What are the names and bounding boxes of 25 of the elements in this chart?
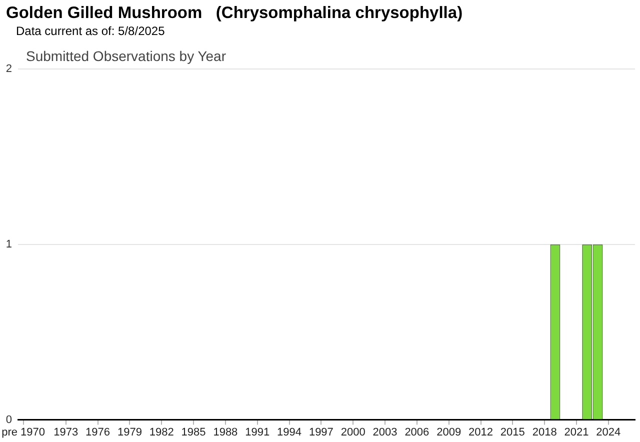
y-tick-label: 2 — [6, 63, 12, 76]
x-tick-label: 1973 — [54, 426, 78, 438]
x-tick-label: 1988 — [213, 426, 238, 438]
y-tick-label: 1 — [6, 238, 12, 250]
y-tick-label: 0 — [6, 414, 12, 426]
x-tick-label: 1979 — [117, 426, 142, 438]
x-tick-label: 2009 — [436, 426, 462, 438]
x-tick-label: pre 1970 — [2, 426, 46, 438]
x-tick-label: 1985 — [181, 426, 206, 438]
x-tick-label: 1997 — [308, 426, 334, 438]
x-tick-label: 2006 — [404, 426, 430, 438]
x-tick-label: 2024 — [596, 426, 621, 438]
x-tick-label: 2000 — [340, 426, 366, 438]
x-tick-label: 2018 — [532, 426, 557, 438]
x-tick-label: 1991 — [245, 426, 270, 438]
x-tick-label: 2021 — [564, 426, 589, 438]
x-tick-label: 1976 — [86, 426, 110, 438]
x-tick-label: 2015 — [500, 426, 525, 438]
x-tick-label: 2012 — [468, 426, 493, 438]
x-tick-label: 1994 — [277, 426, 302, 438]
text: Data current as of: 5/8/2025 — [16, 24, 165, 38]
chart-title: Golden Gilled Mushroom (Chrysomphalina chrysophylla) — [6, 3, 463, 23]
x-tick-label: 2003 — [372, 426, 398, 438]
chart-subtitle: Submitted Observations by Year — [26, 48, 226, 65]
x-tick-label: 1982 — [149, 426, 174, 438]
